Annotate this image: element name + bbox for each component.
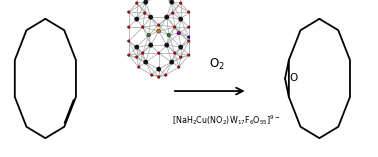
- Circle shape: [174, 52, 176, 54]
- Circle shape: [147, 33, 150, 37]
- Text: O$_2$: O$_2$: [209, 57, 225, 72]
- Circle shape: [149, 43, 153, 47]
- Circle shape: [158, 24, 160, 26]
- Circle shape: [172, 12, 174, 14]
- Circle shape: [187, 11, 190, 13]
- Circle shape: [135, 2, 138, 4]
- Circle shape: [127, 40, 130, 42]
- Circle shape: [144, 60, 148, 64]
- Circle shape: [144, 12, 146, 14]
- Circle shape: [178, 45, 183, 49]
- Circle shape: [127, 26, 130, 28]
- Circle shape: [177, 66, 180, 68]
- Circle shape: [187, 40, 190, 42]
- Circle shape: [170, 60, 174, 64]
- Circle shape: [178, 17, 183, 21]
- Circle shape: [170, 0, 174, 4]
- Circle shape: [156, 67, 161, 71]
- Circle shape: [164, 43, 169, 47]
- Text: O: O: [289, 73, 297, 84]
- Circle shape: [187, 36, 190, 38]
- Circle shape: [141, 52, 144, 54]
- Circle shape: [157, 29, 161, 33]
- Circle shape: [187, 54, 190, 56]
- Circle shape: [138, 66, 140, 68]
- Circle shape: [180, 56, 182, 58]
- Circle shape: [180, 2, 182, 4]
- Circle shape: [167, 33, 170, 37]
- Circle shape: [135, 56, 138, 58]
- Circle shape: [135, 45, 139, 49]
- Circle shape: [158, 52, 160, 54]
- Circle shape: [187, 26, 190, 28]
- Circle shape: [150, 74, 153, 76]
- Circle shape: [158, 76, 160, 78]
- Circle shape: [141, 26, 144, 28]
- Circle shape: [164, 74, 167, 76]
- Circle shape: [177, 31, 181, 35]
- Circle shape: [144, 0, 148, 4]
- Circle shape: [135, 17, 139, 21]
- Circle shape: [149, 15, 153, 19]
- Circle shape: [127, 54, 130, 56]
- Text: [NaH$_2$Cu(NO$_2$)W$_{17}$F$_6$O$_{55}$]$^{9-}$: [NaH$_2$Cu(NO$_2$)W$_{17}$F$_6$O$_{55}$]…: [172, 113, 280, 127]
- Circle shape: [127, 11, 130, 13]
- Circle shape: [174, 26, 176, 28]
- Circle shape: [164, 15, 169, 19]
